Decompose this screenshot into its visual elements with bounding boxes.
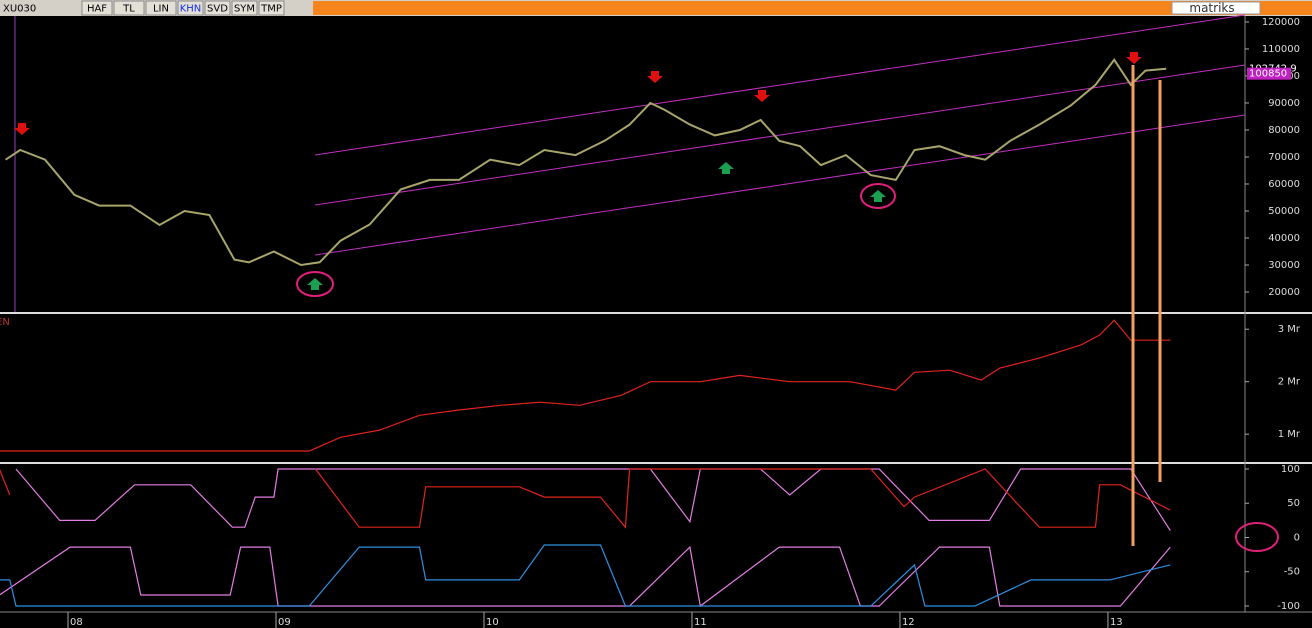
y-tick-label: 3 Mr: [1278, 324, 1301, 335]
toolbar-button[interactable]: [231, 0, 258, 16]
x-tick-label: 11: [694, 617, 707, 628]
toolbar-button[interactable]: [81, 0, 113, 16]
y-tick-label: 20000: [1268, 287, 1300, 298]
panel-title: EN: [0, 317, 10, 328]
toolbar-button[interactable]: [177, 0, 204, 16]
y-tick-label: 60000: [1268, 179, 1300, 190]
y-tick-label: 50: [1287, 498, 1300, 509]
series-line: [0, 319, 1171, 452]
y-tick-label: -50: [1284, 567, 1300, 578]
y-tick-label: 30000: [1268, 260, 1300, 271]
symbol[interactable]: XU030: [3, 4, 36, 15]
brand-box: [1171, 1, 1261, 15]
up-arrows: [307, 162, 886, 290]
vertical-markers: [1131, 65, 1162, 546]
toolbar-button-label[interactable]: SYM: [234, 4, 255, 15]
toolbar-strip: [313, 1, 1312, 15]
series-line: [0, 468, 1171, 529]
toolbar-button[interactable]: [204, 0, 231, 16]
toolbar-button-label[interactable]: HAF: [87, 4, 107, 15]
price-marker-box: [1247, 67, 1291, 80]
x-tick-label: 10: [486, 617, 499, 628]
series-line: [5, 58, 1167, 267]
y-tick-label: 100: [1281, 464, 1300, 475]
y-tick-label: 110000: [1262, 44, 1300, 55]
y-tick-label: 0: [1294, 532, 1300, 543]
x-tick-label: 13: [1110, 617, 1123, 628]
toolbar-button-label[interactable]: TL: [122, 4, 135, 15]
down-arrows: [14, 52, 1142, 135]
toolbar-buttons: HAF TL LIN KHN SVD SYM TMP: [81, 0, 285, 16]
brand: matriks: [1189, 1, 1234, 15]
series-line: [0, 545, 1171, 608]
y-tick-label: 40000: [1268, 233, 1300, 244]
series-line: [15, 468, 1171, 531]
series-layer: [0, 58, 1171, 608]
y-tick-label: 2 Mr: [1278, 377, 1301, 388]
toolbar-button-label[interactable]: LIN: [153, 4, 169, 15]
y-tick-label: 120000: [1262, 17, 1300, 28]
toolbar-button[interactable]: [113, 0, 145, 16]
toolbar-button-label[interactable]: SVD: [207, 4, 228, 15]
x-tick-label: 09: [278, 617, 291, 628]
x-tick-label: 08: [70, 617, 83, 628]
y-tick-label: 1 Mr: [1278, 429, 1301, 440]
price-marker: 100850: [1249, 69, 1287, 80]
x-tick-label: 12: [902, 617, 915, 628]
toolbar-button[interactable]: [258, 0, 285, 16]
y-tick-label: -100: [1277, 601, 1300, 612]
y-tick-label: 80000: [1268, 125, 1300, 136]
y-tick-label: 70000: [1268, 152, 1300, 163]
series-line: [0, 544, 1171, 607]
y-tick-label: 90000: [1268, 98, 1300, 109]
highlight-circles: [296, 183, 1279, 552]
toolbar-button-label[interactable]: KHN: [180, 4, 202, 15]
y-tick-label: 50000: [1268, 206, 1300, 217]
toolbar-button-label[interactable]: TMP: [260, 4, 282, 15]
toolbar-button[interactable]: [145, 0, 177, 16]
